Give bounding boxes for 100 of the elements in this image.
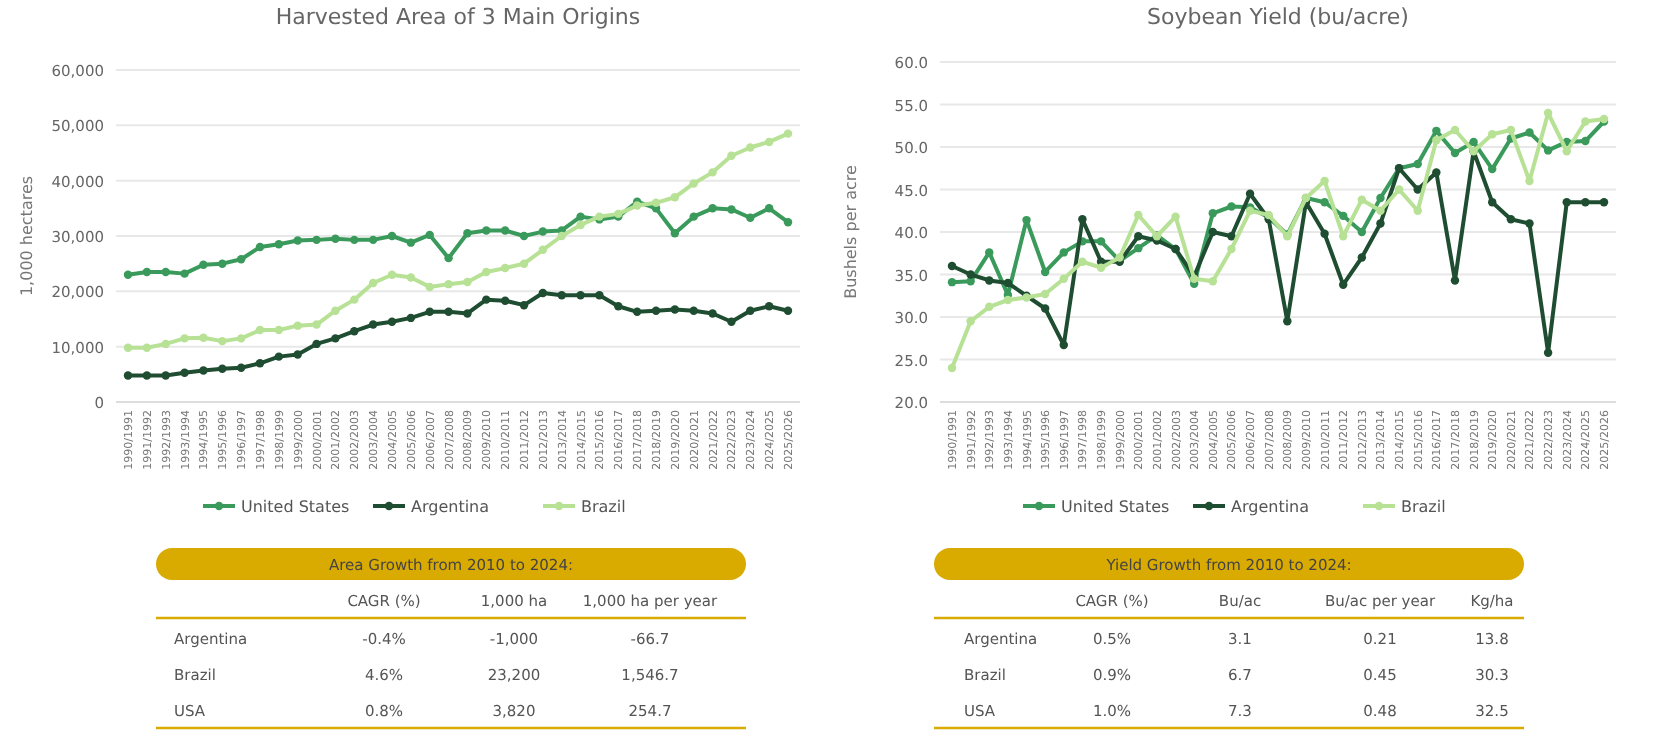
point	[727, 317, 736, 326]
point	[576, 212, 585, 221]
point	[1506, 125, 1516, 135]
point	[1208, 209, 1218, 218]
point	[519, 231, 529, 241]
point	[500, 226, 510, 235]
point	[670, 193, 680, 202]
point	[1283, 317, 1292, 326]
point	[199, 333, 208, 343]
point	[500, 263, 510, 273]
point	[651, 306, 661, 315]
point	[1525, 219, 1534, 228]
point	[218, 259, 227, 268]
point	[966, 317, 975, 326]
point	[1581, 198, 1590, 207]
point	[1320, 229, 1329, 238]
point	[199, 366, 208, 375]
point	[161, 371, 170, 380]
point	[444, 279, 453, 289]
point	[670, 305, 680, 314]
point	[1096, 237, 1106, 246]
point	[1376, 206, 1385, 215]
point	[538, 227, 548, 236]
point	[1227, 244, 1236, 254]
point	[1506, 215, 1516, 224]
point	[595, 290, 604, 300]
point	[1059, 340, 1068, 350]
point	[1413, 185, 1422, 194]
point	[387, 270, 397, 279]
point	[1227, 202, 1236, 211]
point	[783, 129, 793, 138]
point	[538, 288, 548, 298]
point	[425, 230, 434, 240]
point	[689, 179, 698, 188]
point	[670, 229, 680, 238]
point	[406, 313, 416, 323]
point	[1562, 198, 1571, 207]
point	[368, 320, 378, 329]
point	[1599, 198, 1609, 207]
point	[255, 325, 265, 335]
point	[387, 317, 397, 326]
point	[557, 290, 566, 300]
point	[1338, 232, 1348, 241]
point	[746, 306, 755, 315]
point	[1245, 189, 1255, 198]
point	[614, 302, 623, 311]
point	[764, 302, 774, 311]
point	[312, 339, 321, 349]
point	[1338, 211, 1348, 221]
point	[1432, 126, 1441, 136]
point	[180, 334, 189, 343]
point	[1376, 219, 1385, 228]
point	[463, 277, 472, 287]
point	[293, 321, 302, 330]
point	[350, 326, 359, 336]
legend-label: Brazil	[581, 498, 626, 516]
point	[444, 307, 453, 317]
point	[331, 334, 340, 343]
point	[236, 334, 246, 343]
point	[387, 231, 397, 241]
point	[1134, 210, 1143, 220]
point	[538, 245, 548, 255]
point	[576, 220, 585, 230]
point	[1543, 348, 1553, 357]
point	[331, 234, 340, 243]
point	[708, 168, 717, 177]
point	[689, 212, 698, 221]
legend-label: Argentina	[1231, 498, 1310, 516]
point	[689, 306, 698, 315]
point	[1320, 198, 1329, 207]
point	[632, 307, 642, 317]
point	[1320, 176, 1329, 186]
point	[255, 359, 265, 368]
point	[1432, 135, 1441, 145]
point	[180, 269, 189, 278]
point	[236, 363, 246, 372]
point	[1488, 164, 1497, 174]
point	[406, 273, 416, 282]
point	[985, 302, 994, 312]
point	[1488, 130, 1497, 139]
point	[331, 306, 340, 315]
point	[1059, 274, 1068, 283]
point	[947, 363, 957, 373]
point	[312, 235, 321, 245]
point	[1543, 146, 1553, 155]
point	[1134, 232, 1143, 241]
point	[142, 343, 152, 352]
point	[293, 236, 302, 245]
point	[985, 276, 994, 285]
legend-label: United States	[241, 498, 350, 516]
point	[557, 231, 566, 241]
point	[1581, 117, 1590, 126]
point	[218, 364, 227, 374]
legend-label: Argentina	[411, 498, 490, 516]
point	[1003, 295, 1013, 305]
point	[1450, 276, 1460, 285]
point	[368, 235, 378, 245]
point	[746, 213, 755, 222]
point	[519, 300, 529, 310]
point	[1488, 198, 1497, 207]
